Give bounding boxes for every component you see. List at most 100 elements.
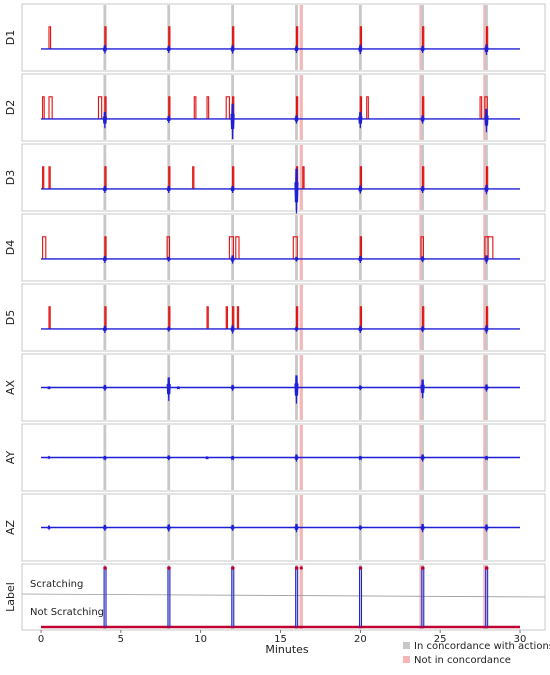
event-pulse: [192, 166, 195, 189]
signal-spike: [420, 454, 425, 462]
signal-spike: [420, 185, 425, 193]
panel-frame: [21, 3, 546, 72]
event-pulse: [487, 236, 494, 259]
event-pulse: [359, 236, 363, 259]
event-pulse: [292, 236, 298, 259]
signal-spike: [420, 326, 425, 333]
concord-band: [103, 565, 107, 629]
panel-frame: [21, 563, 546, 631]
event-pulse: [422, 166, 425, 189]
signal-spike: [166, 115, 171, 123]
x-tick-label: 5: [118, 634, 124, 645]
x-axis-label: Minutes: [265, 643, 309, 656]
event-pulse: [295, 26, 299, 49]
nonconcord-band: [299, 285, 303, 350]
panel-label-az: AZ: [4, 520, 17, 536]
event-pulse: [42, 236, 47, 259]
level-label-not-scratching: Not Scratching: [30, 607, 104, 618]
signal-spike: [166, 455, 171, 461]
event-pulse: [485, 166, 489, 189]
concord-band: [231, 565, 234, 629]
nonconcord-band: [419, 285, 423, 350]
panel-label-d2: D2: [4, 100, 17, 115]
signal-spike: [294, 45, 299, 53]
nonconcord-band: [299, 565, 303, 629]
x-tick-label: 25: [434, 634, 447, 645]
signal-spike: [166, 524, 171, 532]
signal-spike: [230, 455, 235, 461]
nonconcord-band: [299, 145, 303, 210]
signal-spike: [230, 45, 235, 54]
event-pulse: [104, 306, 107, 329]
nonconcord-band: [419, 75, 423, 140]
nonconcord-band: [419, 145, 423, 210]
signal-spike: [46, 524, 51, 531]
scratching-marker: [167, 566, 171, 570]
nonconcord-band: [483, 285, 487, 350]
nonconcord-band: [483, 5, 487, 70]
event-pulse: [235, 236, 240, 259]
event-pulse: [485, 306, 489, 329]
signal-spike: [294, 115, 299, 124]
event-pulse: [232, 306, 235, 329]
event-pulse: [166, 236, 171, 259]
signal-spike: [358, 111, 363, 129]
concord-band: [167, 565, 171, 629]
signal-spike: [484, 44, 489, 55]
nonconcord-band: [299, 215, 303, 280]
signal-spike: [102, 455, 107, 461]
x-tick-label: 30: [514, 634, 527, 645]
legend-swatch-concordance: [403, 642, 410, 649]
concord-band: [421, 565, 425, 629]
panel-ax: AX: [4, 353, 546, 422]
event-pulse: [168, 306, 171, 329]
x-axis: Minutes 0 5 10 15 20 25 30: [38, 630, 527, 656]
event-pulse: [479, 96, 483, 119]
signal-spike: [230, 185, 235, 193]
panel-d2: D2: [4, 73, 546, 142]
scratching-marker: [294, 566, 299, 570]
signal-spike: [294, 326, 299, 332]
panel-label-d3: D3: [4, 170, 17, 185]
event-pulse: [206, 306, 209, 329]
event-pulse: [422, 306, 425, 329]
scratching-marker: [299, 566, 303, 570]
signal-spike: [484, 524, 489, 532]
event-pulse: [42, 96, 45, 119]
nonconcord-band: [299, 5, 303, 70]
signal-spike: [46, 386, 52, 390]
panel-frame: [21, 73, 546, 142]
panel-d3: D3: [4, 143, 546, 216]
panel-d1: D1: [4, 3, 546, 72]
nonconcord-band: [419, 565, 423, 629]
event-pulse: [359, 26, 363, 49]
signal-spike: [230, 524, 235, 531]
event-pulse: [48, 26, 52, 49]
event-pulse: [225, 96, 230, 119]
signal-spike: [166, 326, 171, 332]
concord-band: [167, 215, 171, 280]
event-pulse: [485, 26, 489, 49]
panel-label-label: Label: [4, 582, 17, 612]
signal-spike: [484, 325, 489, 334]
signal-spike: [484, 384, 489, 392]
signal-spike: [205, 456, 210, 460]
event-pulse: [104, 26, 107, 49]
signal-spike: [102, 384, 107, 391]
signal-spike: [484, 184, 489, 195]
signal-spike: [358, 455, 363, 461]
level-label-scratching: Scratching: [30, 579, 83, 590]
legend-item-not-concordance: Not in concordance: [414, 655, 511, 666]
signal-spike: [230, 325, 235, 334]
panel-label-d4: D4: [4, 240, 17, 255]
signal-spike: [294, 454, 299, 462]
scratching-marker: [358, 566, 363, 570]
level-divider: [21, 593, 546, 598]
panel-label-ax: AX: [4, 380, 17, 396]
signal-spike: [358, 255, 363, 263]
event-pulse: [366, 96, 369, 119]
event-pulse: [302, 166, 305, 189]
signal-spike: [47, 455, 51, 460]
